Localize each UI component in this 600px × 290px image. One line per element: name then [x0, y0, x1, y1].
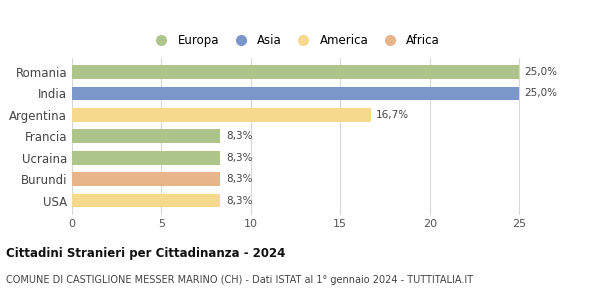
Text: 25,0%: 25,0% — [524, 88, 557, 99]
Text: COMUNE DI CASTIGLIONE MESSER MARINO (CH) - Dati ISTAT al 1° gennaio 2024 - TUTTI: COMUNE DI CASTIGLIONE MESSER MARINO (CH)… — [6, 275, 473, 285]
Bar — [72, 193, 220, 207]
Text: 25,0%: 25,0% — [524, 67, 557, 77]
Bar — [72, 172, 220, 186]
Text: 8,3%: 8,3% — [226, 131, 253, 141]
Bar — [72, 86, 519, 100]
Text: 8,3%: 8,3% — [226, 174, 253, 184]
Text: Cittadini Stranieri per Cittadinanza - 2024: Cittadini Stranieri per Cittadinanza - 2… — [6, 247, 286, 260]
Text: 8,3%: 8,3% — [226, 195, 253, 206]
Text: 8,3%: 8,3% — [226, 153, 253, 163]
Bar — [72, 65, 519, 79]
Bar — [72, 151, 220, 165]
Text: 16,7%: 16,7% — [376, 110, 409, 120]
Bar — [72, 108, 371, 122]
Bar — [72, 129, 220, 143]
Legend: Europa, Asia, America, Africa: Europa, Asia, America, Africa — [145, 30, 445, 52]
